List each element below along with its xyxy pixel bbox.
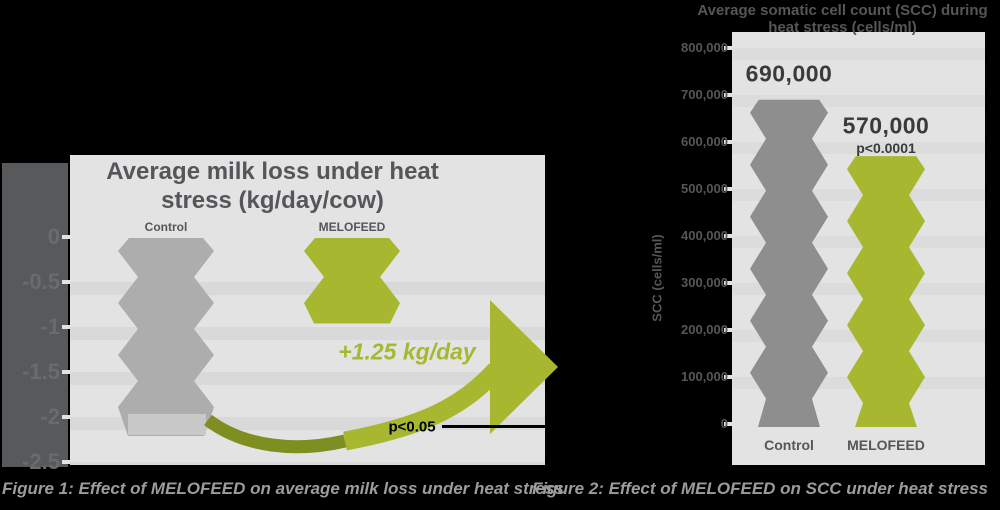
fig2-plot-area xyxy=(732,32,985,465)
y-tick-label: -2 xyxy=(40,404,60,429)
fig2-category-label-melofeed: MELOFEED xyxy=(847,437,925,453)
y-tick-label: 700,000 xyxy=(681,87,728,102)
fig2-value-label-control: 690,000 xyxy=(745,60,833,87)
fig1-title: Average milk loss under heat stress (kg/… xyxy=(106,158,439,214)
y-tick-label: 0 xyxy=(720,416,728,431)
caption-figure2: Figure 2: Effect of MELOFEED on SCC unde… xyxy=(532,479,988,498)
y-tick-label: 400,000 xyxy=(681,228,728,243)
y-tick-label: 800,000 xyxy=(681,40,728,55)
fig1-significance-note: p<0.05 xyxy=(388,418,436,436)
caption-figure1: Figure 1: Effect of MELOFEED on average … xyxy=(2,479,564,498)
y-tick-label: 0 xyxy=(47,224,60,249)
y-tick-label: 600,000 xyxy=(681,134,728,149)
y-tick-label: -2.5 xyxy=(22,449,60,474)
y-tick-label: 200,000 xyxy=(681,322,728,337)
fig1-category-label-control: Control xyxy=(144,220,188,234)
y-tick-label: 300,000 xyxy=(681,275,728,290)
fig2-title: Average somatic cell count (SCC) during … xyxy=(697,2,988,37)
fig2-significance-label: p<0.0001 xyxy=(856,140,916,156)
y-tick-label: -0.5 xyxy=(22,269,60,294)
fig2-value-label-melofeed: 570,000 xyxy=(842,112,930,139)
fig1-y-axis-strip xyxy=(2,163,68,467)
y-tick-label: 500,000 xyxy=(681,181,728,196)
y-tick-label: -1.5 xyxy=(22,359,60,384)
fig1-milk-saved-annotation: +1.25 kg/day xyxy=(338,338,476,365)
fig1-category-label-melofeed: MELOFEED xyxy=(318,220,386,234)
fig2-category-label-control: Control xyxy=(764,437,814,453)
y-tick-label: -1 xyxy=(40,314,60,339)
y-tick-label: 100,000 xyxy=(681,369,728,384)
